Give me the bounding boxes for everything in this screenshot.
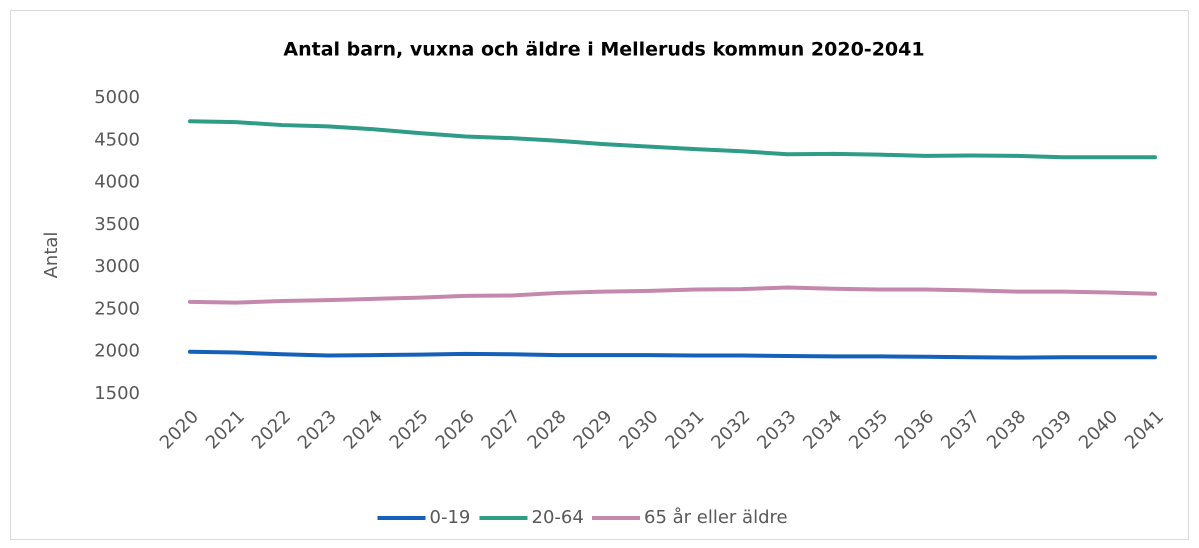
y-tick-label: 1500 bbox=[94, 383, 140, 404]
y-tick-label: 3500 bbox=[94, 214, 140, 235]
y-tick-label: 5000 bbox=[94, 87, 140, 108]
legend-label: 20-64 bbox=[532, 507, 584, 528]
line-series bbox=[187, 349, 1158, 360]
legend-label: 65 år eller äldre bbox=[644, 507, 788, 528]
y-tick-label: 3000 bbox=[94, 256, 140, 277]
line-series bbox=[187, 285, 1158, 305]
y-tick-label: 4500 bbox=[94, 129, 140, 150]
y-tick-label: 2500 bbox=[94, 298, 140, 319]
chart-title: Antal barn, vuxna och äldre i Melleruds … bbox=[283, 39, 924, 61]
y-axis-label: Antal bbox=[41, 232, 62, 279]
chart-border bbox=[10, 10, 1189, 540]
line-series bbox=[187, 119, 1158, 160]
y-tick-label: 2000 bbox=[94, 341, 140, 362]
legend-label: 0-19 bbox=[430, 507, 471, 528]
y-tick-label: 4000 bbox=[94, 172, 140, 193]
